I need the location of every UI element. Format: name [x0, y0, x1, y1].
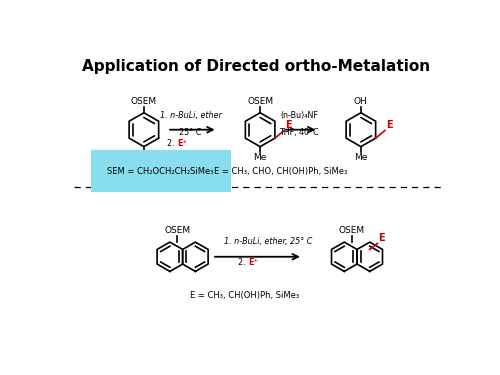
Text: 25° C: 25° C: [179, 128, 202, 137]
Text: 1. n-BuLi, ether, 25° C: 1. n-BuLi, ether, 25° C: [224, 237, 312, 246]
Text: OSEM: OSEM: [164, 226, 190, 235]
Text: E⁺: E⁺: [248, 258, 258, 267]
Text: Me: Me: [137, 153, 150, 162]
Text: THF, 40°C: THF, 40°C: [279, 128, 318, 137]
Text: 2.: 2.: [167, 139, 177, 148]
Text: E = CH₃, CH(OH)Ph, SiMe₃: E = CH₃, CH(OH)Ph, SiMe₃: [190, 291, 300, 300]
Text: 2.: 2.: [238, 258, 248, 267]
Text: E = CH₃, CHO, CH(OH)Ph, SiMe₃: E = CH₃, CHO, CH(OH)Ph, SiMe₃: [214, 167, 347, 176]
Text: 1. n-BuLi, ether: 1. n-BuLi, ether: [160, 111, 221, 120]
Text: OSEM: OSEM: [247, 97, 273, 106]
Text: Me: Me: [254, 153, 267, 162]
Text: E⁺: E⁺: [177, 139, 187, 148]
Text: OSEM: OSEM: [338, 226, 364, 235]
Text: OSEM: OSEM: [131, 97, 157, 106]
Text: E: E: [386, 120, 392, 130]
Text: E: E: [378, 232, 385, 243]
Text: OH: OH: [354, 97, 368, 106]
Text: E: E: [285, 120, 292, 130]
Text: Me: Me: [354, 153, 368, 162]
Text: SEM = CH₂OCH₂CH₂SiMe₃: SEM = CH₂OCH₂CH₂SiMe₃: [108, 167, 214, 176]
Text: (n-Bu)₄NF: (n-Bu)₄NF: [280, 111, 318, 120]
Text: Application of Directed ortho-Metalation: Application of Directed ortho-Metalation: [82, 59, 430, 74]
